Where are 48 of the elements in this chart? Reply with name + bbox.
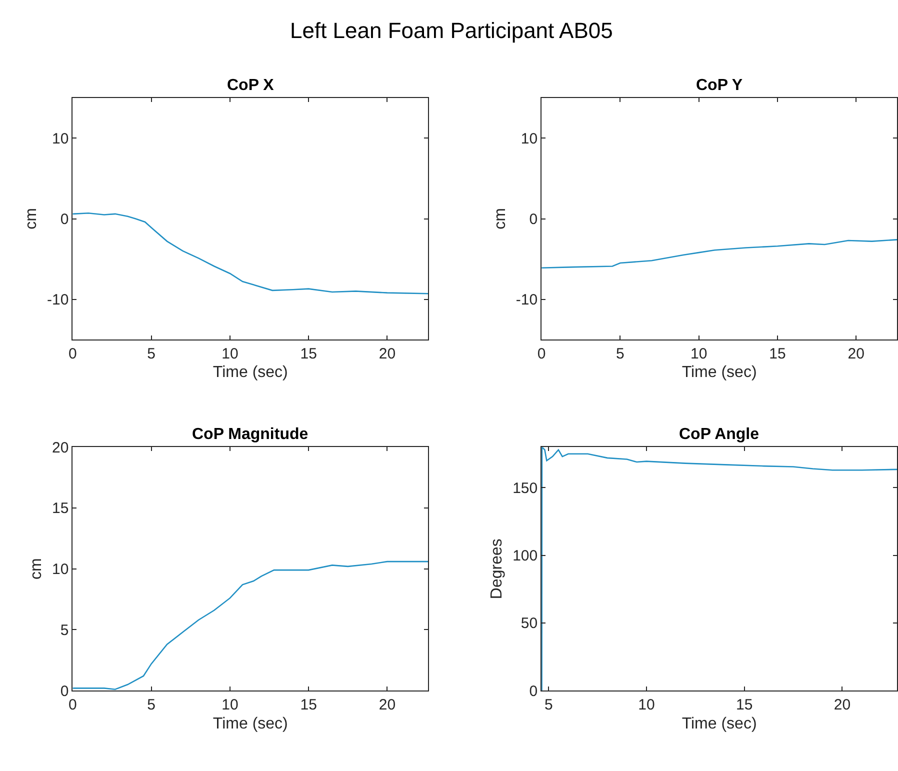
y-tick-label: 50 xyxy=(520,615,538,632)
x-axis-title: Time (sec) xyxy=(682,364,757,382)
y-tick-label: 0 xyxy=(60,211,69,228)
x-tick-label: 20 xyxy=(378,696,396,714)
y-tick-label: 5 xyxy=(60,622,69,639)
chart-title: CoP Magnitude xyxy=(192,426,308,443)
x-tick-label: 20 xyxy=(378,346,396,363)
x-axis-title: Time (sec) xyxy=(212,715,288,732)
x-tick-label: 20 xyxy=(834,696,851,714)
chart-title: CoP Angle xyxy=(679,426,760,443)
x-axis-title: Time (sec) xyxy=(682,715,757,732)
y-tick-label: 0 xyxy=(529,682,538,700)
y-tick-label: 150 xyxy=(512,480,538,497)
chart-title: CoP Y xyxy=(696,77,743,94)
line-series xyxy=(72,560,428,690)
x-tick-label: 15 xyxy=(300,346,317,363)
y-axis-title: cm xyxy=(22,208,40,230)
x-tick-label: 5 xyxy=(147,346,156,363)
x-tick-label: 10 xyxy=(222,346,238,363)
y-tick-label: 100 xyxy=(512,548,538,565)
x-tick-label: 15 xyxy=(769,346,786,363)
x-axis-title: Time (sec) xyxy=(212,364,288,382)
text: Left Lean Foam Participant AB05 xyxy=(290,18,613,43)
y-axis-title: Degrees xyxy=(488,538,506,600)
x-tick-label: 10 xyxy=(638,696,655,714)
y-tick-label: 20 xyxy=(52,439,69,456)
chart-title: CoP X xyxy=(227,77,274,94)
y-tick-label: -10 xyxy=(516,292,538,309)
x-tick-label: 20 xyxy=(848,346,864,363)
y-tick-label: 15 xyxy=(52,500,69,518)
x-tick-label: 15 xyxy=(300,696,317,714)
x-tick-label: 15 xyxy=(736,696,753,714)
y-tick-label: 10 xyxy=(52,130,69,148)
line-series xyxy=(542,447,898,691)
line-series xyxy=(72,212,428,294)
y-tick-label: 0 xyxy=(60,682,69,700)
x-tick-label: 5 xyxy=(147,696,156,714)
x-tick-label: 10 xyxy=(690,346,708,363)
line-series xyxy=(542,239,898,269)
x-tick-label: 5 xyxy=(544,696,553,714)
y-tick-label: 0 xyxy=(529,211,538,228)
y-tick-label: 10 xyxy=(52,561,69,578)
y-tick-label: 10 xyxy=(520,130,538,148)
y-axis-title: cm xyxy=(492,208,509,230)
y-axis-title: cm xyxy=(28,558,45,580)
y-tick-label: -10 xyxy=(47,292,69,309)
x-tick-label: 10 xyxy=(222,696,238,714)
x-tick-label: 5 xyxy=(616,346,624,363)
